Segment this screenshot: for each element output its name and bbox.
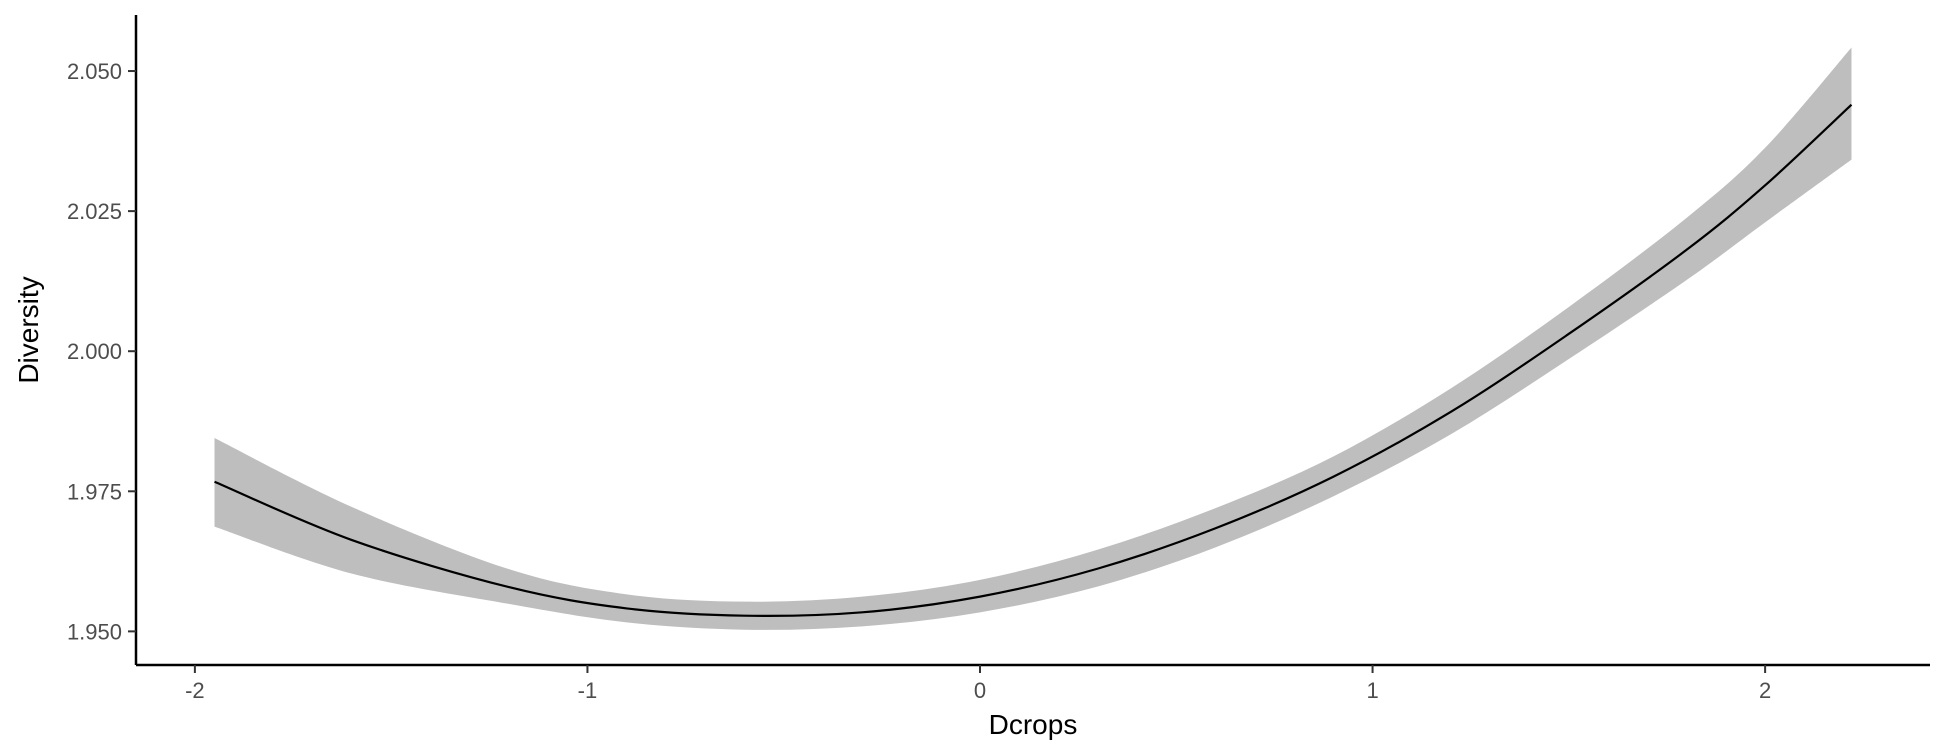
confidence-band: [214, 47, 1852, 630]
y-axis: 1.950 1.975 2.000 2.025 2.050: [67, 59, 136, 644]
x-tick-label: -2: [185, 678, 205, 703]
y-tick-label: 2.050: [67, 59, 122, 84]
y-tick-label: 2.025: [67, 199, 122, 224]
y-axis-title: Diversity: [13, 276, 44, 383]
x-axis: -2 -1 0 1 2: [185, 665, 1771, 703]
y-tick-label: 1.950: [67, 619, 122, 644]
x-tick-label: 1: [1366, 678, 1378, 703]
y-tick-label: 1.975: [67, 479, 122, 504]
x-tick-label: 0: [974, 678, 986, 703]
x-tick-label: 2: [1759, 678, 1771, 703]
y-tick-label: 2.000: [67, 339, 122, 364]
plot-area: [214, 47, 1853, 630]
series-line: [214, 103, 1853, 617]
x-axis-title: Dcrops: [989, 709, 1078, 740]
x-tick-label: -1: [578, 678, 598, 703]
